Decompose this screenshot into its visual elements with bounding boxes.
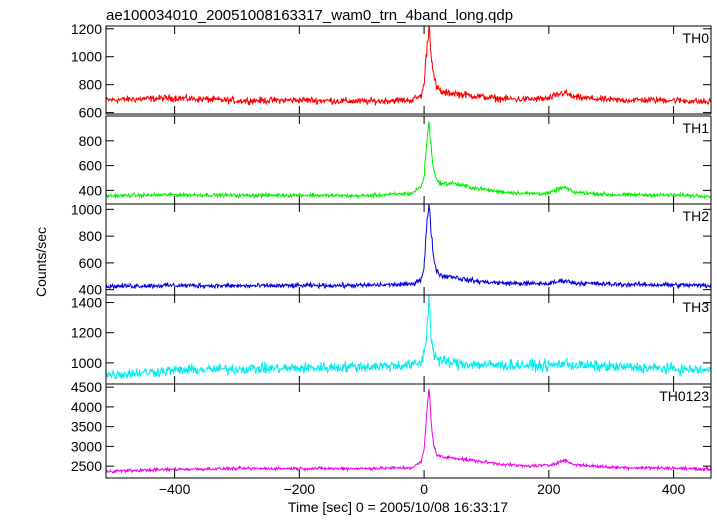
y-tick-label: 1000 [71, 201, 102, 217]
panel-frame [105, 115, 712, 205]
panel-th0: 600 800 1000 1200 TH0 [71, 21, 712, 121]
panel-label-th0: TH0 [683, 30, 710, 46]
y-tick-label: 400 [79, 282, 103, 298]
y-axis-label: Counts/sec [33, 227, 49, 297]
panel-frame [105, 203, 712, 296]
panel-label-th2: TH2 [683, 208, 710, 224]
y-tick-label: 400 [79, 182, 103, 198]
x-tick-label: 200 [537, 481, 561, 497]
y-tick-label: 4500 [71, 379, 102, 395]
y-tick-label: 800 [79, 228, 103, 244]
series-line-th0123 [106, 388, 711, 475]
y-tick-label: 4000 [71, 399, 102, 415]
y-tick-label: 1000 [71, 49, 102, 65]
panels-group: 600 800 1000 1200 TH0 400 600 800 TH1 400 600 800 10… [71, 21, 712, 479]
x-tick-label: −200 [284, 481, 316, 497]
chart-title: ae100034010_20051008163317_wam0_trn_4ban… [106, 7, 513, 24]
y-tick-label: 2500 [71, 458, 102, 474]
y-tick-label: 1200 [71, 21, 102, 37]
y-tick-label: 1000 [71, 355, 102, 371]
y-tick-label: 800 [79, 133, 103, 149]
panel-th1: 400 600 800 TH1 [79, 115, 712, 205]
panel-frame [105, 383, 712, 479]
panel-th3: 1000 1200 1400 TH3 [71, 294, 712, 385]
y-tick-label: 3500 [71, 419, 102, 435]
series-line-th1 [106, 121, 711, 200]
y-tick-label: 3000 [71, 438, 102, 454]
x-axis-label: Time [sec] 0 = 2005/10/08 16:33:17 [288, 499, 508, 515]
panel-label-th3: TH3 [683, 299, 710, 315]
panel-th0123: 2500 3000 3500 4000 4500 TH0123 [71, 379, 712, 479]
panel-frame [105, 25, 712, 115]
series-line-th0 [106, 26, 711, 106]
series-line-th3 [106, 295, 711, 380]
y-tick-label: 600 [79, 105, 103, 121]
series-line-th2 [106, 204, 711, 291]
panel-label-th0123: TH0123 [659, 388, 709, 404]
x-tick-labels-group: −400 −200 0 200 400 [159, 481, 686, 497]
y-tick-label: 1400 [71, 295, 102, 311]
y-tick-label: 600 [79, 158, 103, 174]
y-tick-label: 600 [79, 255, 103, 271]
x-tick-label: 400 [662, 481, 686, 497]
panel-th2: 400 600 800 1000 TH2 [71, 201, 712, 298]
x-tick-label: 0 [420, 481, 428, 497]
x-tick-label: −400 [159, 481, 191, 497]
panel-label-th1: TH1 [683, 120, 710, 136]
y-tick-label: 1200 [71, 325, 102, 341]
y-tick-label: 800 [79, 77, 103, 93]
